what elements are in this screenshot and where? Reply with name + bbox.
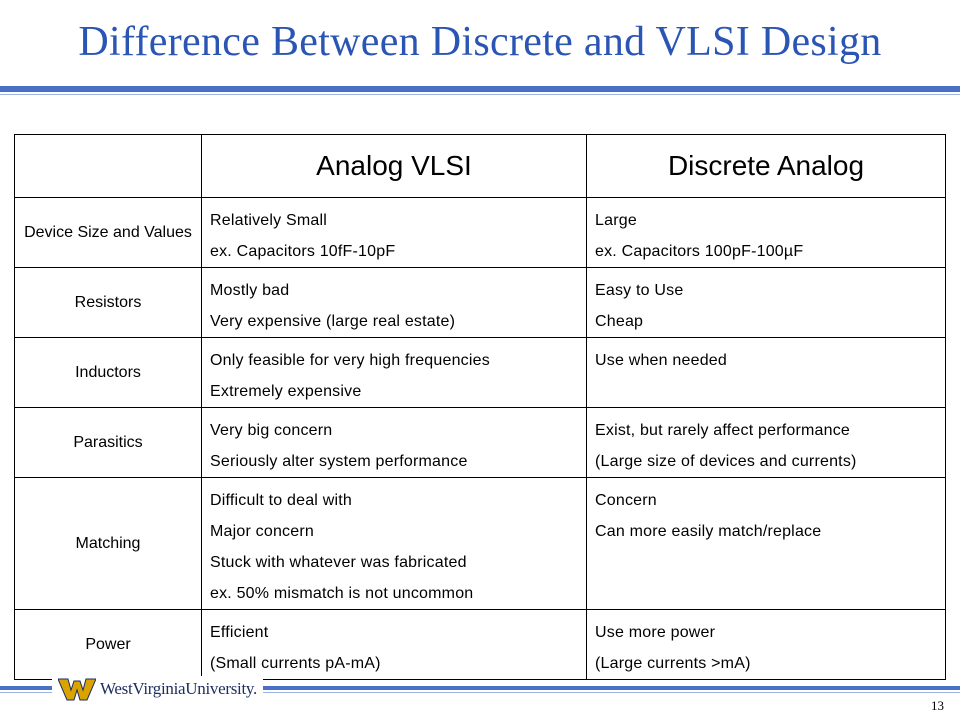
cell-line: (Large size of devices and currents): [595, 453, 857, 470]
cell-line: Large: [595, 212, 637, 229]
header-analog-vlsi: Analog VLSI: [201, 134, 587, 198]
page-number: 13: [931, 698, 944, 713]
footer-divider: [0, 686, 960, 690]
table-row: Matching Difficult to deal with Major co…: [14, 477, 946, 610]
row-label: Inductors: [14, 337, 202, 408]
row-label: Matching: [14, 477, 202, 610]
cell-line: (Small currents pA-mA): [210, 655, 381, 672]
university-logo: WestVirginiaUniversity.: [52, 676, 263, 702]
cell-line: Very expensive (large real estate): [210, 313, 456, 330]
cell-line: Mostly bad: [210, 282, 290, 299]
cell-line: Seriously alter system performance: [210, 453, 468, 470]
vlsi-cell: Relatively Small ex. Capacitors 10fF-10p…: [201, 197, 587, 268]
cell-line: Relatively Small: [210, 212, 328, 229]
row-label: Device Size and Values: [14, 197, 202, 268]
row-label: Resistors: [14, 267, 202, 338]
row-label: Parasitics: [14, 407, 202, 478]
cell-line: Exist, but rarely affect performance: [595, 422, 851, 439]
row-label: Power: [14, 609, 202, 680]
cell-line: Easy to Use: [595, 282, 684, 299]
comparison-table: Analog VLSI Discrete Analog Device Size …: [14, 134, 946, 680]
vlsi-cell: Mostly bad Very expensive (large real es…: [201, 267, 587, 338]
cell-line: Difficult to deal with: [210, 492, 352, 509]
table-row: Inductors Only feasible for very high fr…: [14, 337, 946, 408]
table-row: Resistors Mostly bad Very expensive (lar…: [14, 267, 946, 338]
cell-line: Efficient: [210, 624, 269, 641]
cell-line: Stuck with whatever was fabricated: [210, 554, 467, 571]
vlsi-cell: Very big concern Seriously alter system …: [201, 407, 587, 478]
cell-line: Concern: [595, 492, 657, 509]
discrete-cell: Use more power (Large currents >mA): [586, 609, 946, 680]
title-divider: [0, 86, 960, 92]
table-row: Device Size and Values Relatively Small …: [14, 197, 946, 268]
table-header-row: Analog VLSI Discrete Analog: [14, 134, 946, 198]
slide-title: Difference Between Discrete and VLSI Des…: [78, 19, 882, 65]
discrete-cell: Use when needed: [586, 337, 946, 408]
cell-line: Use when needed: [595, 352, 727, 369]
flying-wv-icon: [58, 678, 96, 701]
vlsi-cell: Only feasible for very high frequencies …: [201, 337, 587, 408]
cell-line: Only feasible for very high frequencies: [210, 352, 490, 369]
title-divider-thin: [0, 94, 960, 95]
header-blank: [14, 134, 202, 198]
table-row: Parasitics Very big concern Seriously al…: [14, 407, 946, 478]
cell-line: ex. Capacitors 10fF-10pF: [210, 243, 396, 260]
header-discrete-analog: Discrete Analog: [586, 134, 946, 198]
cell-line: (Large currents >mA): [595, 655, 751, 672]
discrete-cell: Large ex. Capacitors 100pF-100µF: [586, 197, 946, 268]
cell-line: Cheap: [595, 313, 644, 330]
cell-line: ex. Capacitors 100pF-100µF: [595, 243, 804, 260]
cell-line: Can more easily match/replace: [595, 523, 822, 540]
table-row: Power Efficient (Small currents pA-mA) U…: [14, 609, 946, 680]
vlsi-cell: Efficient (Small currents pA-mA): [201, 609, 587, 680]
cell-line: Use more power: [595, 624, 716, 641]
vlsi-cell: Difficult to deal with Major concern Stu…: [201, 477, 587, 610]
discrete-cell: Easy to Use Cheap: [586, 267, 946, 338]
cell-line: Very big concern: [210, 422, 333, 439]
footer-divider-thin: [0, 692, 960, 693]
cell-line: Major concern: [210, 523, 314, 540]
discrete-cell: Exist, but rarely affect performance (La…: [586, 407, 946, 478]
cell-line: ex. 50% mismatch is not uncommon: [210, 585, 474, 602]
logo-wordmark: WestVirginiaUniversity.: [100, 679, 257, 698]
discrete-cell: Concern Can more easily match/replace: [586, 477, 946, 610]
cell-line: Extremely expensive: [210, 383, 362, 400]
